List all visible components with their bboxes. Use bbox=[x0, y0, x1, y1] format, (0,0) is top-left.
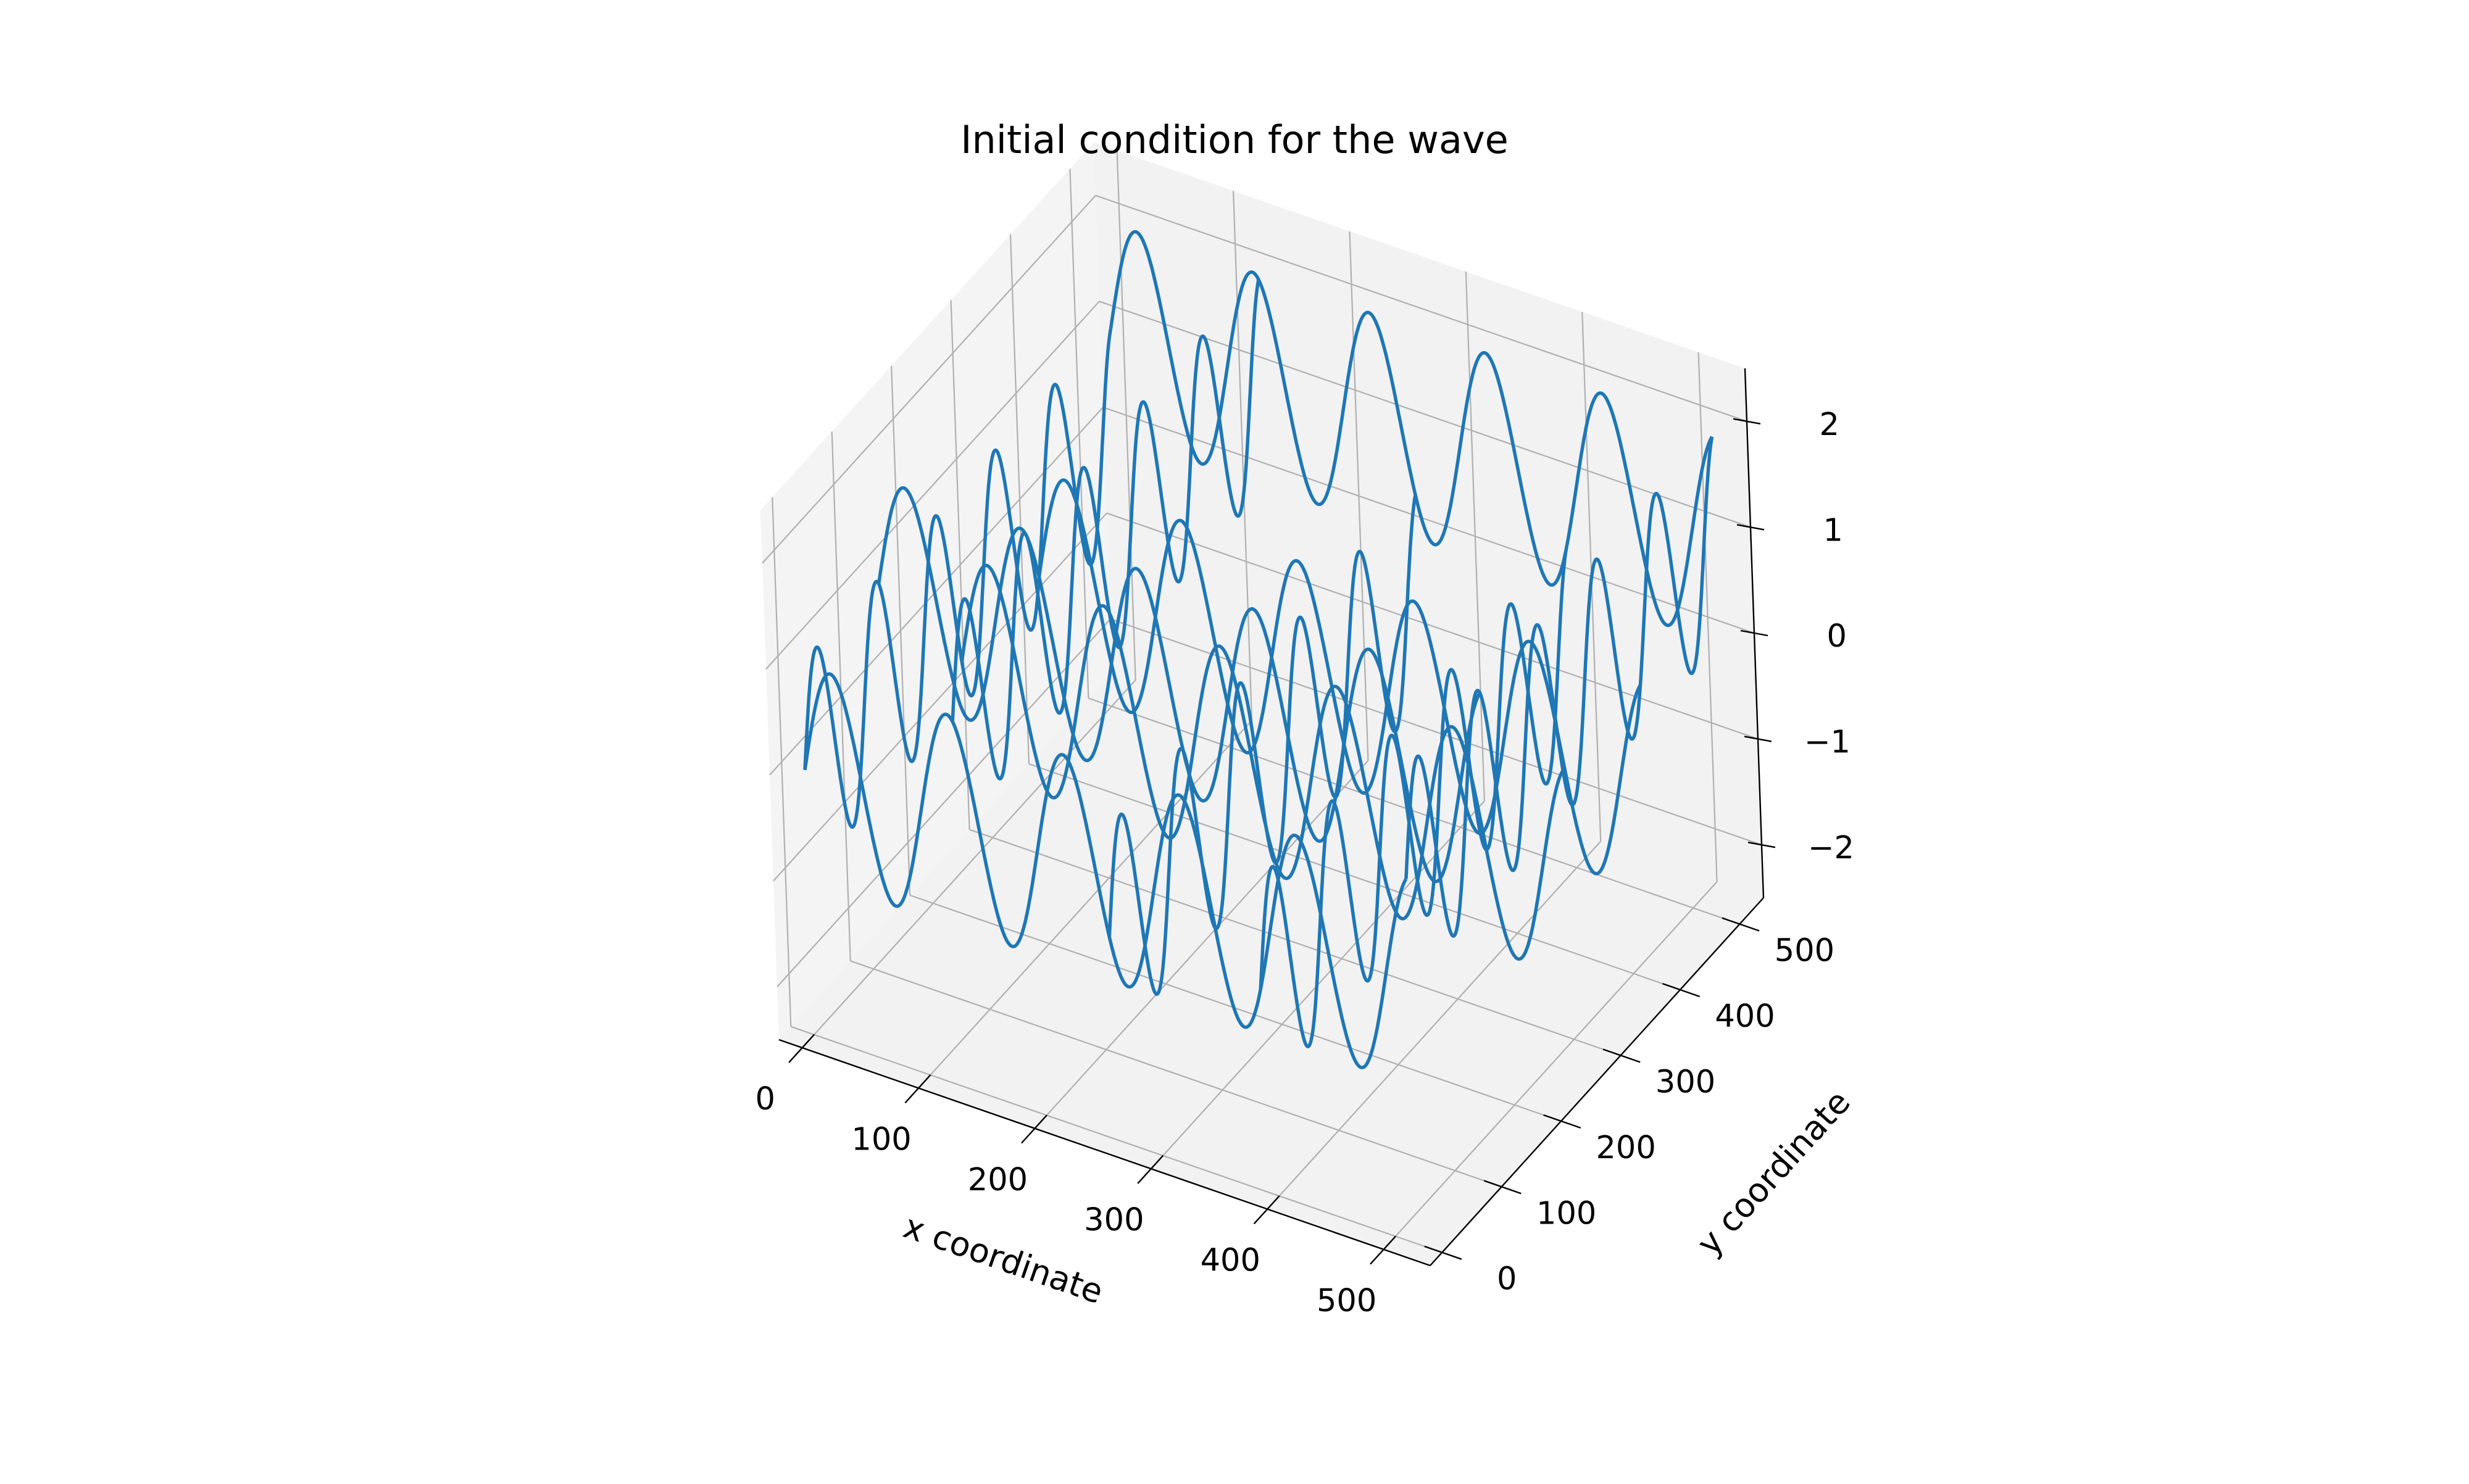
grid-line-x bbox=[1034, 760, 1369, 1129]
grid-line-z bbox=[773, 512, 1107, 882]
x-tick-label: 0 bbox=[755, 1081, 775, 1117]
wave-curve-along-y bbox=[951, 279, 1260, 781]
grid-line-z bbox=[762, 195, 1096, 564]
z-tick-mark bbox=[1744, 736, 1772, 742]
grid-line-x bbox=[801, 679, 1136, 1048]
wave-curve-along-y bbox=[1404, 436, 1714, 938]
y-tick-mark bbox=[1424, 1245, 1462, 1260]
x-tick-mark bbox=[904, 1074, 931, 1104]
x-tick-mark bbox=[1370, 1235, 1396, 1265]
wireframe-series bbox=[803, 230, 1714, 1069]
z-tick-mark bbox=[1740, 629, 1768, 637]
grid-line-x bbox=[1267, 840, 1602, 1210]
chart-title: Initial condition for the wave bbox=[960, 117, 1509, 162]
x-tick-label: 100 bbox=[851, 1121, 911, 1158]
axis-lines bbox=[778, 368, 1776, 1267]
x-tick-label: 400 bbox=[1201, 1243, 1260, 1279]
z-tick-label: −1 bbox=[1804, 724, 1851, 761]
z-tick-mark bbox=[1733, 418, 1761, 425]
y-tick-mark bbox=[1602, 1048, 1641, 1063]
grid-line-y bbox=[969, 829, 1621, 1056]
y-axis-label: y coordinate bbox=[1689, 1083, 1858, 1263]
grid-line-z bbox=[769, 407, 1104, 776]
grid-line-z bbox=[1095, 194, 1747, 422]
x-axis-label: x coordinate bbox=[899, 1207, 1108, 1312]
x-tick-mark bbox=[788, 1034, 815, 1063]
wave-curve-along-y bbox=[1259, 547, 1568, 1048]
x-tick-label: 500 bbox=[1317, 1283, 1376, 1319]
grid-line-z bbox=[1099, 301, 1751, 528]
z-tick-mark bbox=[1747, 842, 1776, 848]
y-tick-mark bbox=[1483, 1180, 1522, 1195]
z-tick-label: 1 bbox=[1823, 512, 1843, 549]
y-tick-mark bbox=[1662, 982, 1701, 998]
y-tick-label: 400 bbox=[1715, 998, 1775, 1035]
x-tick-mark bbox=[1020, 1114, 1047, 1144]
z-tick-mark bbox=[1736, 524, 1765, 531]
y-tick-mark bbox=[1722, 917, 1760, 932]
grid-line-z bbox=[777, 618, 1111, 987]
z-tick-label: −2 bbox=[1808, 830, 1854, 866]
y-tick-label: 500 bbox=[1775, 933, 1834, 969]
y-tick-mark bbox=[1543, 1114, 1581, 1129]
y-tick-label: 100 bbox=[1536, 1195, 1596, 1232]
grid-line-y bbox=[790, 1026, 1443, 1253]
x-axis-line bbox=[778, 1038, 1431, 1267]
floor-pane bbox=[779, 672, 1763, 1266]
z-tick-label: 2 bbox=[1820, 407, 1839, 443]
y-axis-line bbox=[1430, 897, 1764, 1266]
x-tick-label: 200 bbox=[968, 1162, 1028, 1198]
grid-line-x bbox=[918, 719, 1252, 1089]
y-tick-label: 200 bbox=[1596, 1130, 1655, 1166]
grid-line-z bbox=[1106, 512, 1759, 740]
grid-line-y bbox=[1028, 763, 1681, 991]
wave-curve-along-y bbox=[803, 327, 1113, 829]
z-tick-label: 0 bbox=[1827, 618, 1847, 655]
x-tick-mark bbox=[1137, 1154, 1164, 1184]
x-tick-mark bbox=[1253, 1195, 1280, 1225]
grid-line-z bbox=[765, 301, 1100, 670]
y-tick-label: 0 bbox=[1497, 1261, 1517, 1298]
grid-line-y bbox=[850, 960, 1502, 1188]
x-tick-label: 300 bbox=[1084, 1202, 1144, 1238]
grid-line-x bbox=[1383, 881, 1718, 1250]
wave-curve-along-y bbox=[1107, 494, 1417, 996]
y-tick-label: 300 bbox=[1655, 1064, 1715, 1100]
